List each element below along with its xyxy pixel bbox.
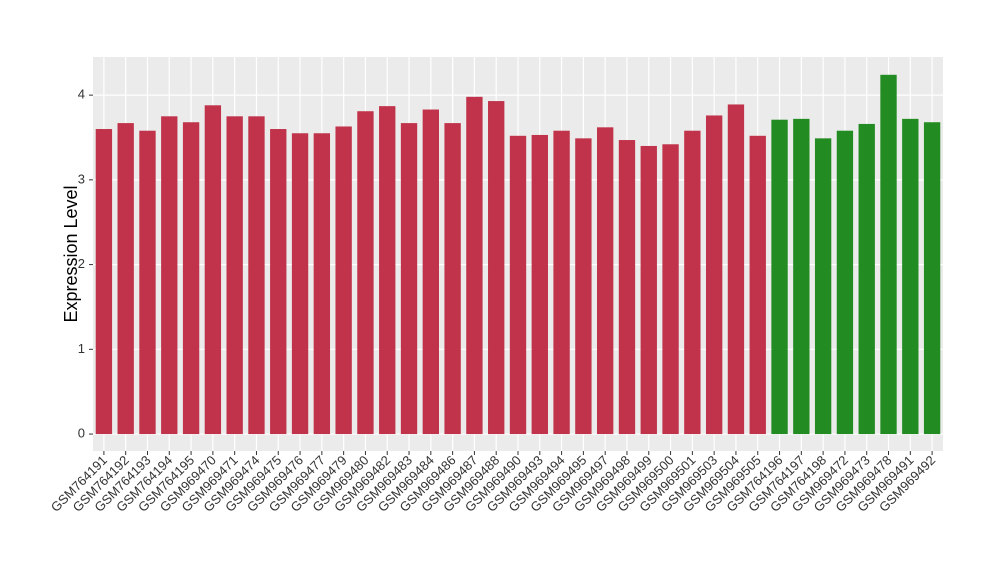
bar — [684, 130, 701, 435]
bar — [357, 111, 374, 435]
bar — [335, 126, 352, 435]
bar — [814, 138, 832, 435]
bar — [618, 140, 636, 435]
bar — [139, 130, 156, 435]
bar — [727, 104, 745, 435]
bar — [509, 135, 527, 435]
y-axis-title: Expression Level — [61, 185, 81, 322]
bar — [270, 129, 287, 435]
bar — [422, 109, 439, 435]
bar — [575, 138, 592, 435]
bar — [640, 145, 657, 435]
bar — [291, 133, 309, 435]
bar — [488, 101, 505, 435]
bar — [749, 135, 766, 435]
y-tick-label: 0 — [78, 425, 85, 440]
bar — [553, 130, 570, 435]
bar — [771, 119, 788, 435]
bar — [204, 105, 222, 435]
y-tick-label: 2 — [78, 256, 85, 271]
bar — [597, 127, 614, 435]
y-tick-label: 4 — [78, 87, 85, 102]
bar — [531, 134, 548, 435]
bar — [248, 116, 265, 435]
bar — [95, 129, 113, 435]
bar — [466, 96, 483, 435]
labels: 01234GSM764191GSM764192GSM764193GSM76419… — [48, 87, 938, 515]
bar — [662, 144, 679, 435]
bar — [226, 116, 243, 435]
bar — [400, 123, 418, 435]
bar — [923, 122, 941, 435]
bar — [379, 106, 396, 435]
bar — [161, 116, 178, 435]
bar — [313, 133, 331, 435]
bar — [793, 118, 810, 435]
bar — [880, 74, 897, 435]
y-tick-label: 3 — [78, 171, 85, 186]
bar — [444, 123, 461, 435]
bar — [836, 130, 854, 435]
bar — [858, 123, 875, 435]
bars — [95, 74, 941, 435]
bar — [902, 118, 919, 435]
bar — [117, 123, 134, 435]
bar — [705, 115, 723, 435]
bar — [182, 122, 200, 435]
y-tick-label: 1 — [78, 341, 85, 356]
